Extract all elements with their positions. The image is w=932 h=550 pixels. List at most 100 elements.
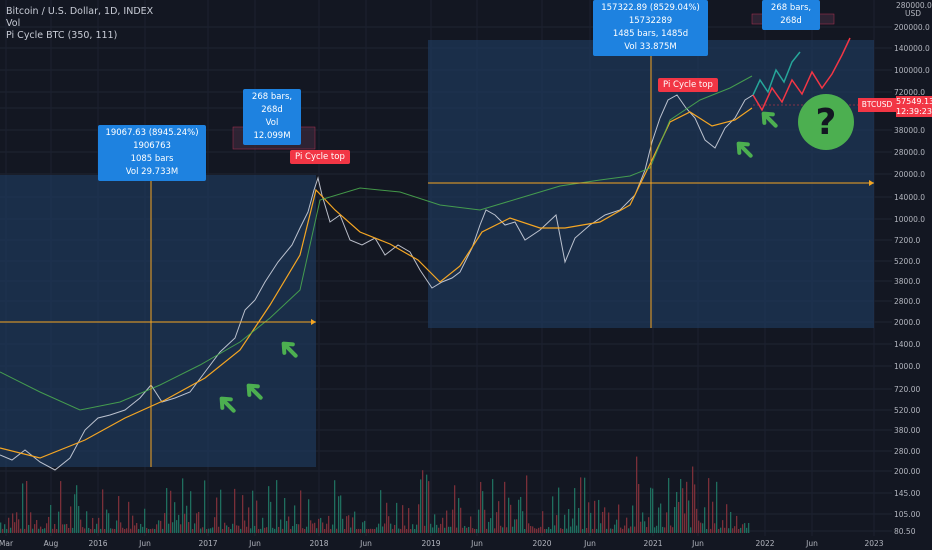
- volume-bar: [128, 501, 130, 533]
- volume-bar: [240, 528, 242, 533]
- volume-bar: [642, 512, 644, 533]
- callout-left-line3: Vol 29.733M: [125, 167, 179, 177]
- volume-bar: [102, 489, 104, 533]
- volume-bar: [120, 522, 122, 533]
- y-tick-label: 145.00: [894, 489, 920, 498]
- volume-bar: [604, 507, 606, 533]
- x-tick-label: Jun: [470, 539, 483, 548]
- volume-bar: [410, 528, 412, 533]
- volume-bar: [564, 514, 566, 533]
- price-badge: 57549.13 12:39:23: [896, 96, 932, 117]
- volume-bar: [734, 526, 736, 533]
- volume-bar: [298, 524, 300, 533]
- price-lines: [0, 37, 892, 471]
- volume-bar: [180, 524, 182, 533]
- y-tick-label: 1400.0: [894, 340, 920, 349]
- measure-box-left: [0, 175, 316, 467]
- legend-indicator[interactable]: Pi Cycle BTC (350, 111): [6, 30, 118, 41]
- volume-bar: [414, 528, 416, 533]
- volume-bar: [548, 527, 550, 533]
- volume-bar: [674, 507, 676, 533]
- volume-bar: [656, 525, 658, 533]
- volume-bar: [264, 527, 266, 533]
- y-tick-label: 1000.0: [894, 362, 920, 371]
- volume-bar: [456, 527, 458, 533]
- volume-bar: [660, 503, 662, 533]
- x-tick-label: 2020: [532, 539, 551, 548]
- volume-bar: [646, 527, 648, 533]
- projection-red-line: [752, 37, 851, 112]
- volume-bar: [238, 525, 240, 533]
- volume-bar: [418, 504, 420, 533]
- volume-bar: [326, 523, 328, 533]
- volume-bar: [252, 490, 254, 533]
- volume-bar: [458, 498, 460, 533]
- price-axis[interactable]: 200000.0140000.0100000.072000.052000.038…: [892, 0, 932, 550]
- volume-bar: [242, 495, 244, 533]
- volume-bar: [338, 496, 340, 533]
- volume-bar: [550, 528, 552, 533]
- x-tick-label: 2016: [88, 539, 107, 548]
- volume-bar: [20, 528, 22, 533]
- volume-bar: [432, 527, 434, 533]
- volume-bar: [510, 504, 512, 533]
- volume-bar: [580, 477, 582, 533]
- volume-bar: [728, 528, 730, 533]
- volume-bar: [434, 514, 436, 533]
- volume-bar: [194, 523, 196, 533]
- volume-bar: [236, 525, 238, 533]
- volume-bar: [664, 527, 666, 533]
- y-tick-label: 200.00: [894, 467, 920, 476]
- ticker-badge: BTCUSD: [858, 98, 896, 112]
- volume-bar: [422, 470, 424, 533]
- volume-bar: [530, 526, 532, 533]
- arrow-icon: [281, 341, 298, 358]
- volume-bar: [554, 525, 556, 533]
- volume-bar: [350, 527, 352, 533]
- legend-symbol[interactable]: Bitcoin / U.S. Dollar, 1D, INDEX: [6, 6, 154, 17]
- volume-bar: [630, 526, 632, 533]
- volume-bar: [706, 528, 708, 533]
- y-tick-label: 280.00: [894, 447, 920, 456]
- volume-bar: [84, 528, 86, 533]
- volume-bar: [644, 521, 646, 533]
- volume-bar: [748, 522, 750, 533]
- volume-bar: [612, 528, 614, 533]
- y-tick-label: 2800.0: [894, 297, 920, 306]
- volume-bar: [360, 528, 362, 533]
- volume-bar: [50, 504, 52, 533]
- volume-bar: [592, 528, 594, 533]
- volume-bar: [720, 527, 722, 533]
- volume-bar: [226, 525, 228, 533]
- volume-bar: [490, 518, 492, 533]
- volume-bar: [204, 480, 206, 533]
- arrow-icon: [246, 383, 263, 400]
- volume-bar: [368, 528, 370, 533]
- legend-volume[interactable]: Vol: [6, 18, 21, 29]
- callout-left-line2: 1085 bars: [130, 154, 174, 164]
- volume-bar: [594, 500, 596, 533]
- volume-bar: [586, 527, 588, 533]
- callout-right-line1: 157322.89 (8529.04%) 15732289: [601, 3, 700, 26]
- volume-bar: [504, 481, 506, 533]
- volume-bar: [192, 528, 194, 533]
- y-tick-label: 14000.0: [894, 193, 925, 202]
- volume-bar: [104, 528, 106, 533]
- volume-bar: [278, 526, 280, 533]
- volume-bar: [502, 527, 504, 533]
- volume-bar: [386, 502, 388, 533]
- volume-bar: [716, 481, 718, 533]
- volume-bar: [162, 528, 164, 533]
- x-tick-label: Jun: [138, 539, 151, 548]
- volume-bar: [394, 524, 396, 533]
- volume-bar: [700, 522, 702, 533]
- volume-bar: [500, 525, 502, 533]
- volume-bar: [648, 517, 650, 533]
- volume-bar: [624, 525, 626, 533]
- volume-bar: [342, 518, 344, 533]
- volume-bar: [726, 504, 728, 533]
- volume-bar: [220, 489, 222, 533]
- volume-bar: [520, 496, 522, 533]
- time-axis[interactable]: Mar Aug 2016 Jun 2017 Jun 2018 Jun 2019 Jun 2020 Ju…: [0, 536, 932, 550]
